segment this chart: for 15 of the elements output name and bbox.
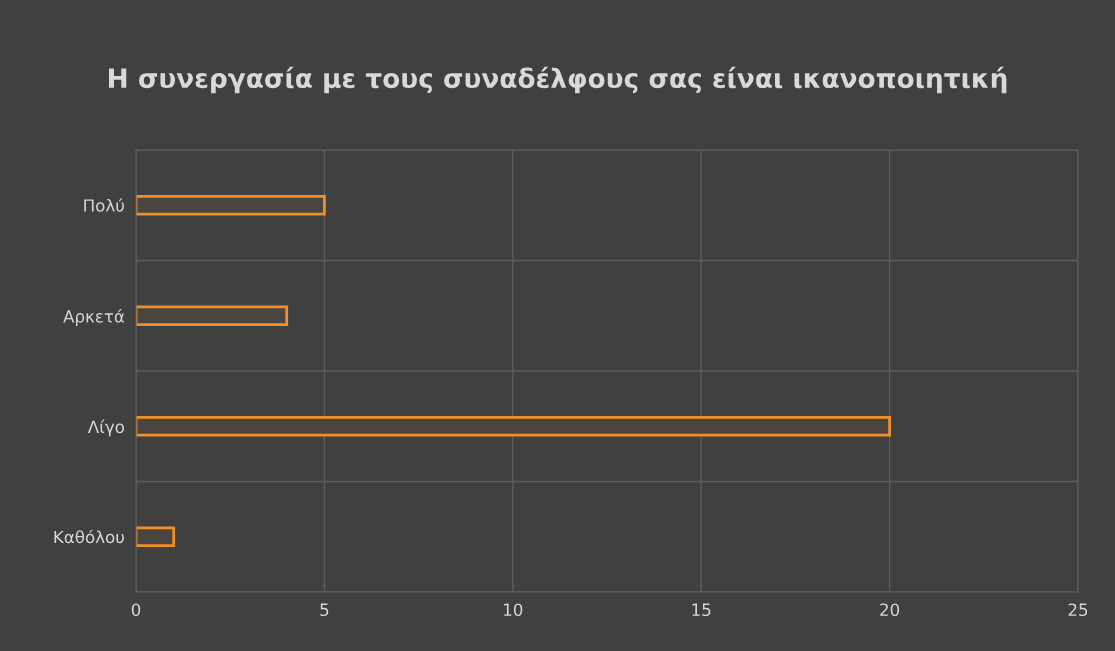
chart-title: Η συνεργασία με τους συναδέλφους σας είναι ικανοποιητική [109,66,1007,94]
bar [136,416,891,437]
bar [136,195,326,216]
x-tick-label: 25 [1068,603,1088,617]
y-tick-label: Λίγο [87,419,124,437]
x-tick-label: 5 [320,603,329,617]
bar [136,305,289,326]
x-tick-label: 0 [131,603,141,617]
y-tick-label: Καθόλου [54,529,124,544]
x-tick-label: 15 [692,603,711,617]
x-tick-label: 20 [880,603,900,617]
y-tick-label: Πολύ [84,198,124,212]
bar [136,526,176,547]
x-tick-label: 10 [504,603,523,617]
y-tick-label: Αρκετά [63,309,125,326]
